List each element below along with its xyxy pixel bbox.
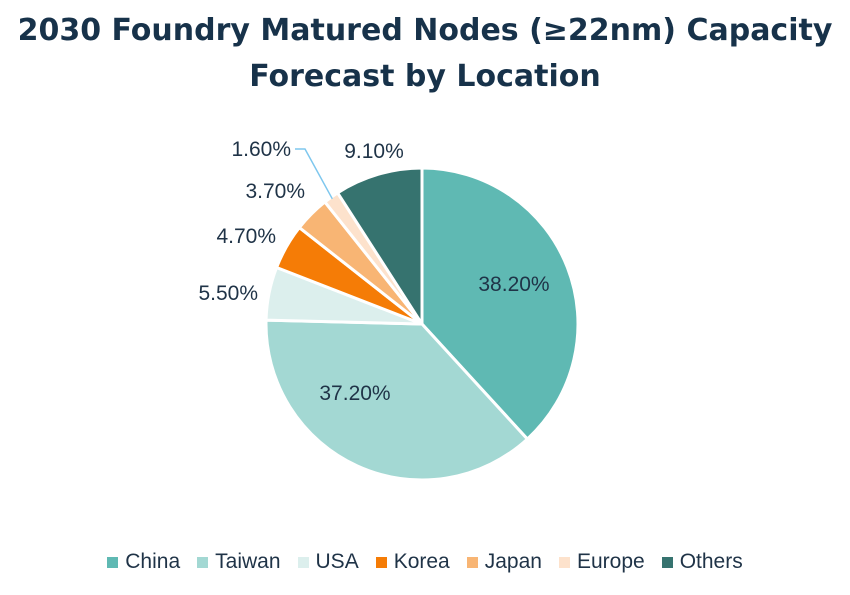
pie-slice-china [420, 166, 580, 441]
legend-label-taiwan: Taiwan [215, 550, 281, 573]
slice-label-others: 9.10% [344, 140, 404, 163]
legend-swatch-china [107, 556, 119, 568]
legend-label-korea: Korea [393, 550, 450, 573]
pie-slice-taiwan [264, 318, 529, 482]
legend-item-taiwan: Taiwan [197, 550, 281, 574]
leader-lines [295, 148, 333, 200]
slice-label-korea: 4.70% [216, 225, 276, 248]
slice-label-europe: 1.60% [231, 138, 291, 161]
legend-swatch-usa [297, 556, 309, 568]
chart-title-line-2: Forecast by Location [249, 59, 601, 94]
legend-item-others: Others [661, 550, 743, 574]
legend-item-china: China [107, 550, 180, 574]
legend-label-europe: Europe [576, 550, 645, 573]
legend-item-europe: Europe [558, 550, 645, 574]
slice-labels: 38.20% 37.20% 5.50% 4.70% 3.70% 1.60% 9.10% [198, 138, 549, 405]
legend-item-korea: Korea [375, 550, 450, 574]
slice-label-usa: 5.50% [198, 282, 258, 305]
chart-title-line-1: 2030 Foundry Matured Nodes (≥22nm) Capac… [17, 13, 833, 48]
legend-swatch-others [661, 556, 673, 568]
leader-line-europe [295, 148, 333, 200]
legend-item-japan: Japan [466, 550, 542, 574]
pie-slice-others [336, 166, 424, 326]
legend-label-others: Others [679, 550, 743, 573]
slice-label-china: 38.20% [478, 273, 549, 296]
legend-label-china: China [125, 550, 181, 573]
pie-slices [264, 166, 580, 482]
legend-swatch-korea [375, 556, 387, 568]
slice-label-japan: 3.70% [245, 180, 305, 203]
legend-label-japan: Japan [484, 550, 542, 573]
chart-title: 2030 Foundry Matured Nodes (≥22nm) Capac… [0, 8, 850, 100]
legend-item-usa: USA [297, 550, 359, 574]
chart-legend: China Taiwan USA Korea Japan Europe Others [0, 550, 850, 574]
legend-label-usa: USA [315, 550, 359, 573]
legend-swatch-taiwan [197, 556, 209, 568]
legend-swatch-europe [558, 556, 570, 568]
legend-swatch-japan [466, 556, 478, 568]
slice-label-taiwan: 37.20% [319, 382, 390, 405]
